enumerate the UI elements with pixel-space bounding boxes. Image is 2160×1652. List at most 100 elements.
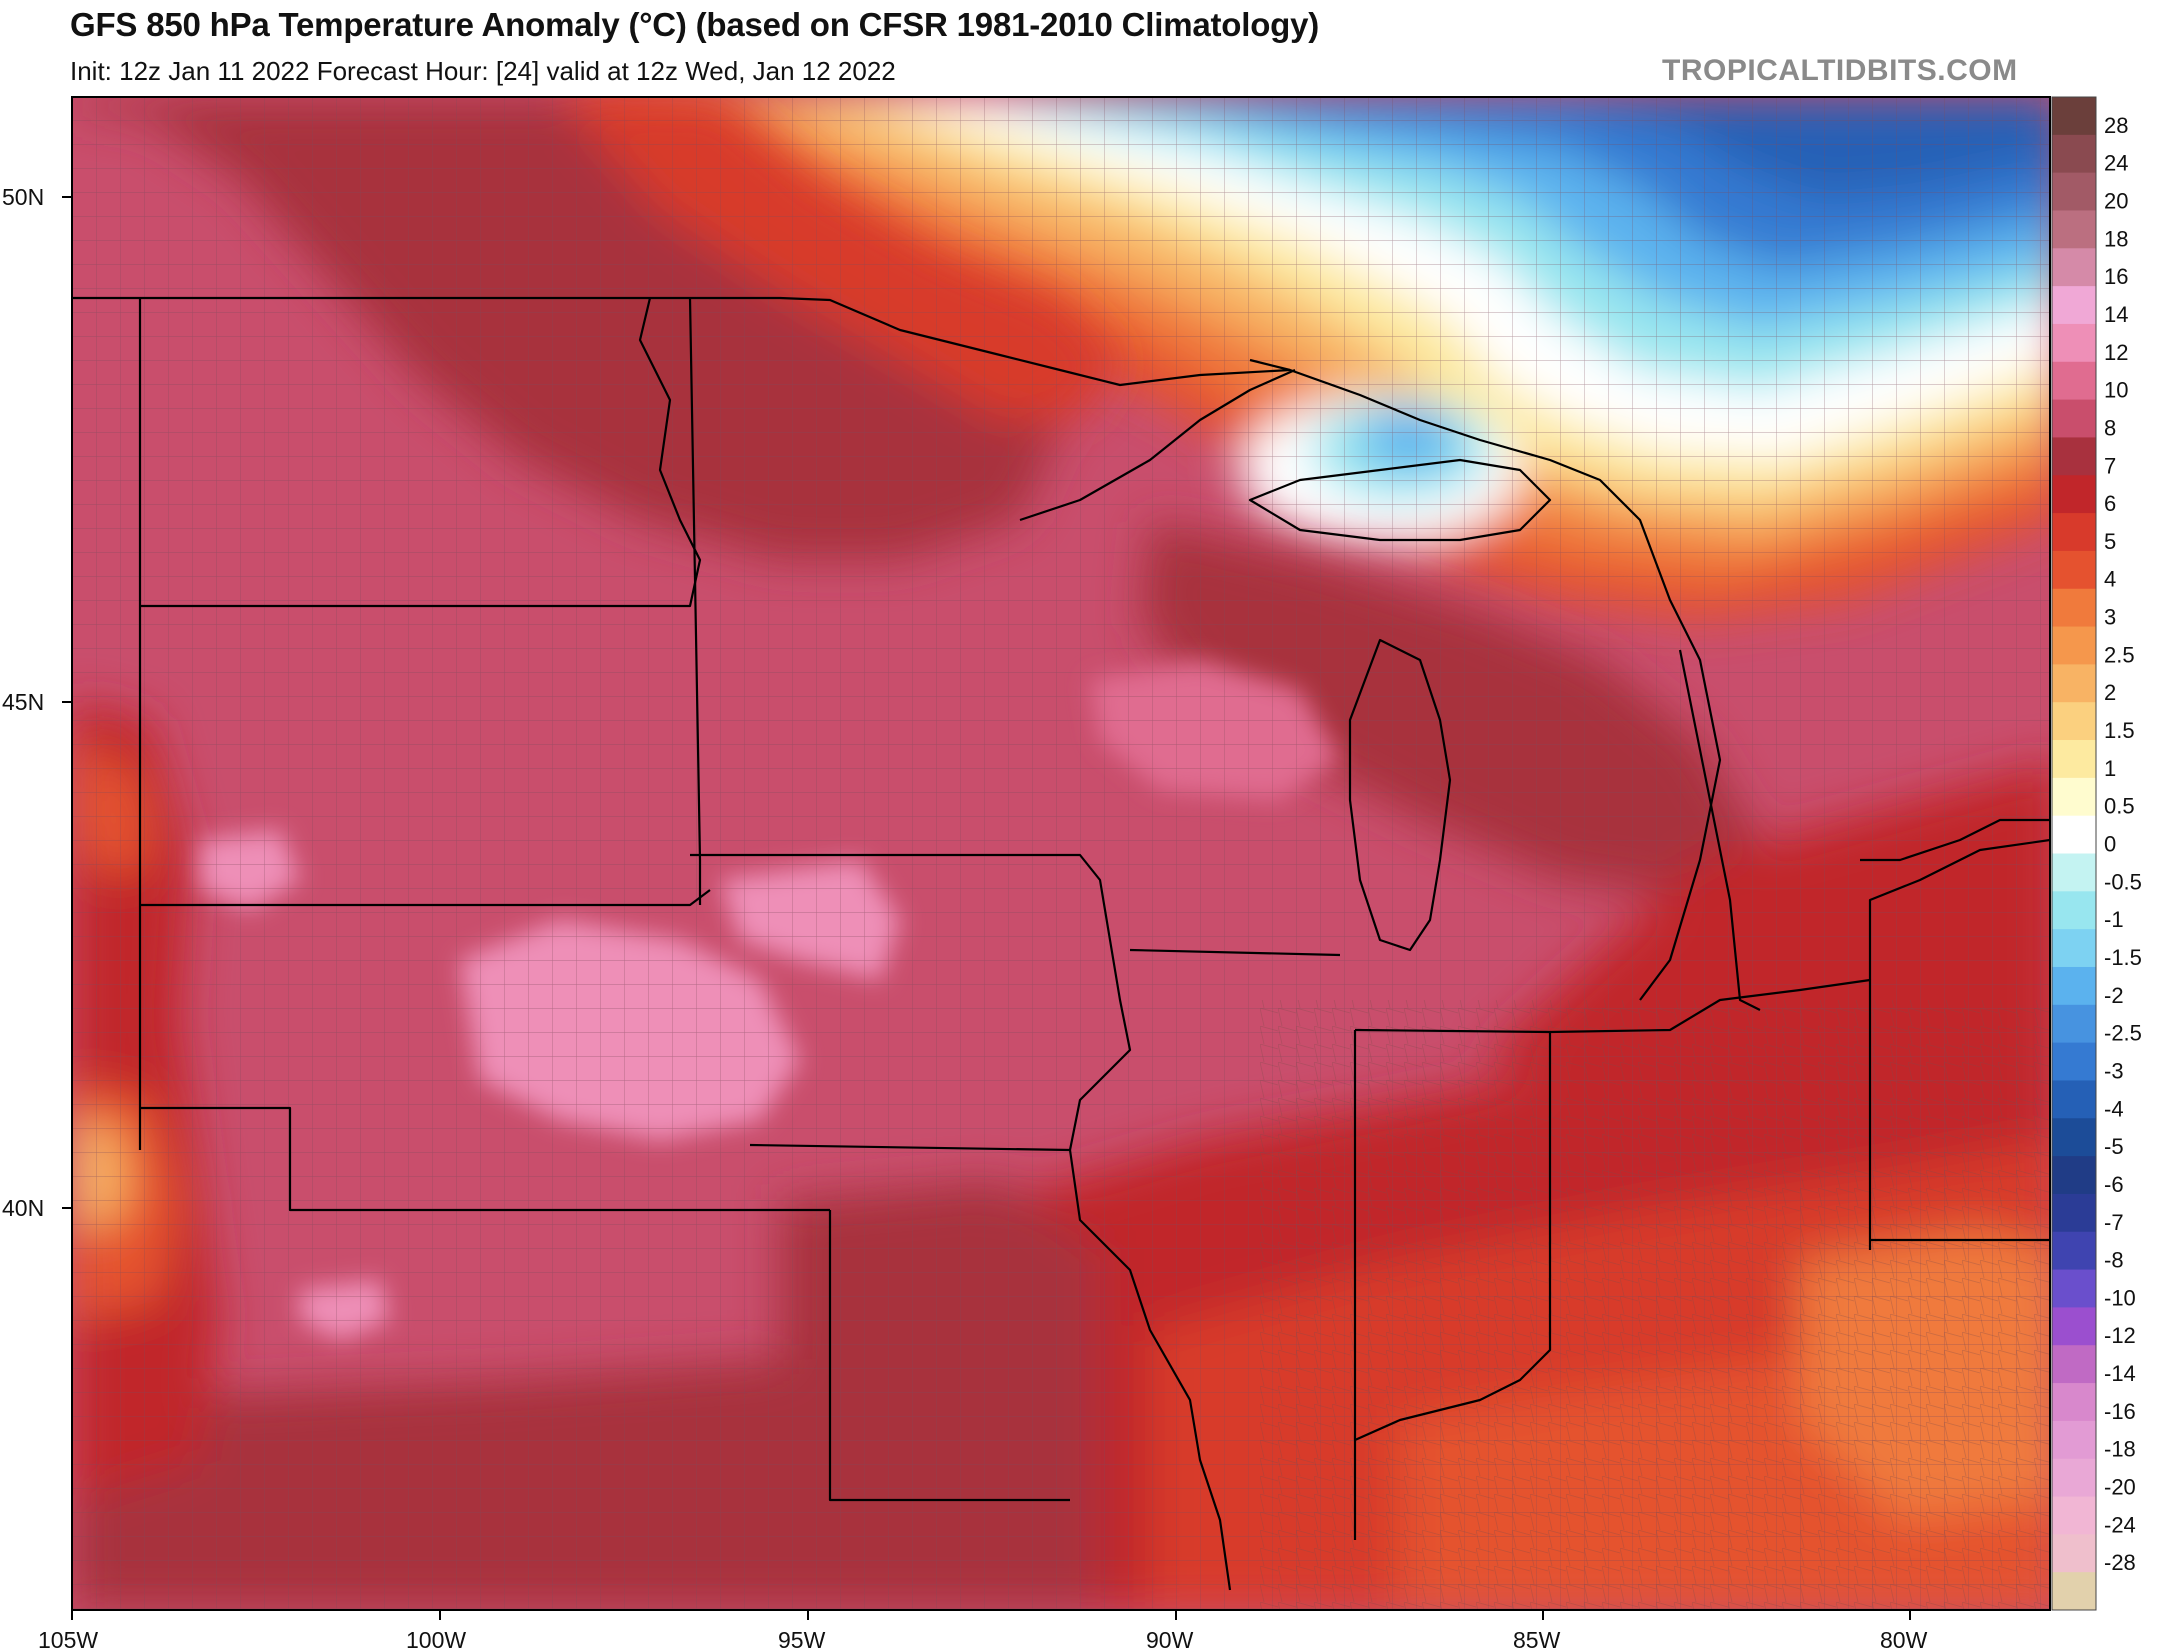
colorbar-label: 8: [2104, 415, 2116, 440]
colorbar-label: 10: [2104, 378, 2128, 403]
colorbar-label: 2: [2104, 680, 2116, 705]
colorbar-swatch: [2052, 286, 2096, 325]
il-wi-border: [1129, 948, 1341, 957]
colorbar-label: -4: [2104, 1096, 2124, 1121]
colorbar-label: 4: [2104, 567, 2116, 592]
colorbar-label: 24: [2104, 151, 2128, 176]
colorbar-label: -14: [2104, 1361, 2136, 1386]
lat-label-45n: 45N: [2, 689, 44, 715]
pa-ny-border: [1868, 838, 2050, 980]
lake-michigan: [1348, 638, 1452, 952]
ne-co-ks-border: [140, 1106, 830, 1212]
colorbar-swatch: [2052, 361, 2096, 401]
colorbar-swatch: [2052, 550, 2096, 590]
colorbar-swatch: [2052, 891, 2096, 930]
colorbar-label: -28: [2104, 1550, 2136, 1575]
colorbar-swatch: [2052, 1118, 2096, 1157]
colorbar-swatch: [2052, 1193, 2096, 1233]
wi-mn-border: [1019, 368, 1296, 522]
colorbar-swatch: [2052, 777, 2096, 817]
colorbar-swatch: [2052, 1269, 2096, 1308]
michigan-up-lower-border: [1249, 358, 1722, 1001]
colorbar-label: -18: [2104, 1437, 2136, 1462]
oh-border: [1549, 978, 1872, 1250]
colorbar-label: -0.5: [2104, 869, 2142, 894]
brand-watermark: TROPICALTIDBITS.COM: [1662, 54, 2018, 87]
colorbar-label: 3: [2104, 605, 2116, 630]
state-borders: [72, 296, 2050, 1591]
colorbar-swatch: [2052, 1307, 2096, 1346]
colorbar-label: 0.5: [2104, 794, 2135, 819]
colorbar-swatch: [2052, 248, 2096, 287]
lake-superior: [1248, 458, 1552, 542]
mn-west-border: [688, 297, 702, 905]
colorbar-swatch: [2052, 97, 2096, 136]
colorbar-label: 1: [2104, 756, 2116, 781]
colorbar-label: 28: [2104, 113, 2128, 138]
longitude-axis: 105W 100W 95W 90W 85W 80W: [38, 1610, 1928, 1652]
colorbar-label: -1.5: [2104, 945, 2142, 970]
colorbar-swatch: [2052, 740, 2096, 779]
colorbar-label: -12: [2104, 1323, 2136, 1348]
lake-erie-shore: [1860, 818, 2050, 862]
colorbar-label: 16: [2104, 264, 2128, 289]
colorbar-swatch: [2052, 1004, 2096, 1044]
colorbar-label: -2.5: [2104, 1021, 2142, 1046]
map-frame: [71, 96, 2051, 1611]
temperature-anomaly-field: [72, 97, 2050, 1610]
us-canada-border: [72, 296, 1291, 387]
colorbar-swatch: [2052, 1345, 2096, 1384]
colorbar-swatch: [2052, 134, 2096, 174]
colorbar-label: 14: [2104, 302, 2128, 327]
colorbar-label: -2: [2104, 983, 2124, 1008]
colorbar-swatch: [2052, 1458, 2096, 1498]
lon-label-80w: 80W: [1880, 1627, 1928, 1652]
colorbar-swatch: [2052, 1572, 2096, 1611]
colorbar-label: 1.5: [2104, 718, 2135, 743]
colorbar-label: 6: [2104, 491, 2116, 516]
mo-west-border: [828, 1210, 1070, 1502]
lat-label-50n: 50N: [2, 184, 44, 210]
colorbar-label: 20: [2104, 188, 2128, 213]
colorbar-label: -20: [2104, 1475, 2136, 1500]
colorbar-label: 12: [2104, 340, 2128, 365]
colorbar-swatch: [2052, 853, 2096, 892]
colorbar-label: 18: [2104, 226, 2128, 251]
colorbar-label: -8: [2104, 1248, 2124, 1273]
lon-label-90w: 90W: [1146, 1627, 1194, 1652]
sd-ne-border: [140, 889, 711, 907]
forecast-info: Init: 12z Jan 11 2022 Forecast Hour: [24…: [70, 56, 896, 86]
colorbar-swatch: [2052, 1042, 2096, 1081]
colorbar-label: -1: [2104, 907, 2124, 932]
colorbar-swatch: [2052, 815, 2096, 854]
colorbar-swatch: [2052, 210, 2096, 249]
colorbar-swatch: [2052, 172, 2096, 211]
colorbar-label: -10: [2104, 1285, 2136, 1310]
lon-label-105w: 105W: [38, 1627, 98, 1652]
lon-label-85w: 85W: [1513, 1627, 1561, 1652]
colorbar-swatch: [2052, 588, 2096, 628]
colorbar-swatch: [2052, 1420, 2096, 1460]
colorbar-swatch: [2052, 323, 2096, 363]
colorbar-swatch: [2052, 1496, 2096, 1535]
colorbar-label: -5: [2104, 1134, 2124, 1159]
colorbar-swatch: [2052, 399, 2096, 438]
colorbar-label: 0: [2104, 832, 2116, 857]
colorbar-swatch: [2052, 929, 2096, 968]
colorbar-label: -16: [2104, 1399, 2136, 1424]
colorbar-swatch: [2052, 1231, 2096, 1271]
lat-label-40n: 40N: [2, 1195, 44, 1221]
mo-il-border: [749, 1143, 1232, 1591]
colorbar-legend: 28 24 20 18 16 14 12 10 8 7 6 5 4 3 2.5 2 1.5 1 0.5 0 -0.5 -1…: [2051, 96, 2142, 1611]
lon-label-95w: 95W: [778, 1627, 826, 1652]
lower-michigan-east: [1678, 649, 1761, 1011]
colorbar-label: -24: [2104, 1512, 2136, 1537]
nd-sd-border: [140, 297, 702, 608]
colorbar-swatch: [2052, 1383, 2096, 1422]
colorbar-swatch: [2052, 664, 2096, 703]
colorbar-label: 7: [2104, 453, 2116, 478]
colorbar-label: -7: [2104, 1210, 2124, 1235]
colorbar-swatch: [2052, 437, 2096, 476]
colorbar-label: 5: [2104, 529, 2116, 554]
